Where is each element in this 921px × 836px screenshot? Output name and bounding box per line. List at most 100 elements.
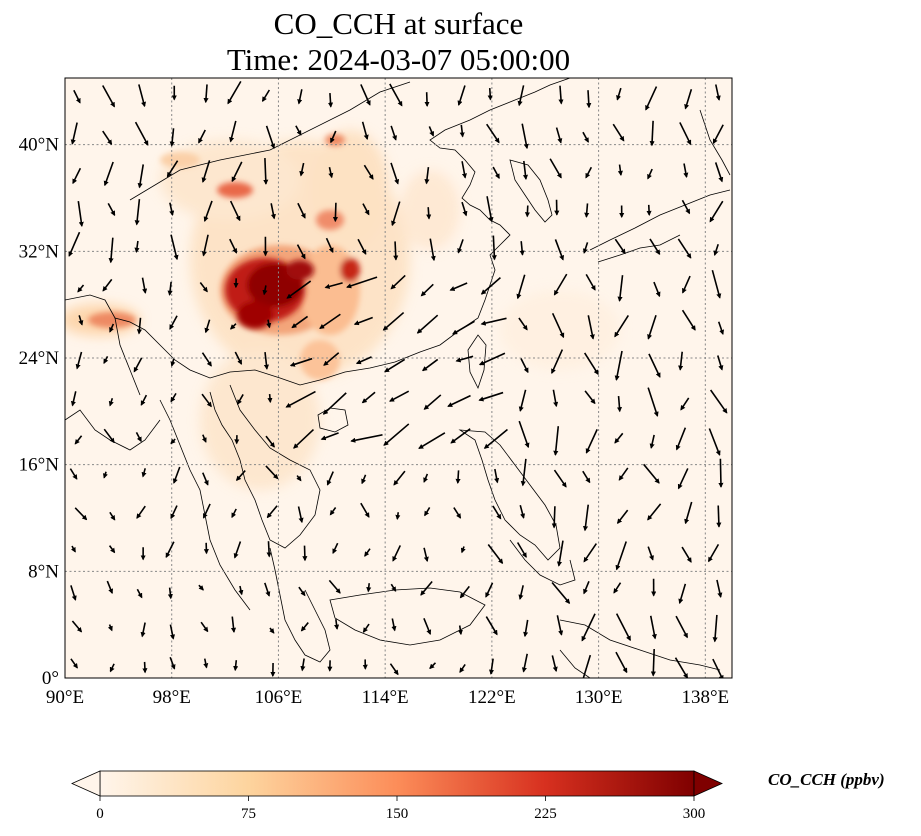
wind-arrow xyxy=(73,89,81,104)
wind-arrow xyxy=(324,282,343,289)
wind-arrow xyxy=(137,164,145,189)
latitude-tick-label: 8°N xyxy=(28,561,59,582)
wind-arrow xyxy=(674,657,689,678)
wind-arrow xyxy=(72,167,82,185)
wind-arrow xyxy=(285,390,316,408)
wind-arrow xyxy=(551,506,557,529)
wind-arrow xyxy=(679,122,692,146)
wind-arrow xyxy=(583,581,590,595)
wind-arrow xyxy=(382,311,405,331)
wind-arrow xyxy=(384,358,406,373)
wind-arrow xyxy=(423,547,429,563)
wind-arrow xyxy=(231,161,243,183)
wind-arrow xyxy=(361,474,367,485)
wind-arrow xyxy=(681,546,692,563)
wind-arrow xyxy=(230,616,237,633)
wind-arrow xyxy=(332,202,338,223)
wind-arrow xyxy=(330,130,337,144)
wind-arrow xyxy=(683,163,689,178)
wind-arrow xyxy=(291,315,309,329)
wind-arrow xyxy=(707,543,720,563)
wind-arrow xyxy=(172,466,181,484)
wind-arrow xyxy=(170,438,176,445)
wind-arrow xyxy=(293,428,315,449)
wind-arrow xyxy=(615,541,627,571)
wind-arrow xyxy=(678,583,687,605)
latitude-tick-label: 40°N xyxy=(19,135,60,156)
wind-arrow xyxy=(263,158,269,185)
wind-arrow xyxy=(71,620,83,633)
longitude-tick-label: 130°E xyxy=(575,687,623,708)
wind-arrow xyxy=(483,428,508,449)
wind-arrow xyxy=(133,357,143,373)
wind-arrow xyxy=(614,350,623,381)
wind-arrow xyxy=(457,239,464,254)
wind-arrow xyxy=(583,352,599,376)
wind-arrow xyxy=(478,391,504,402)
wind-arrow xyxy=(322,392,347,415)
wind-arrow xyxy=(236,394,244,405)
wind-arrow xyxy=(457,625,463,636)
wind-arrow xyxy=(167,281,173,296)
wind-arrow xyxy=(391,618,397,632)
wind-arrow xyxy=(136,505,146,519)
wind-arrow xyxy=(429,238,436,262)
wind-arrow xyxy=(204,319,211,334)
wind-arrow xyxy=(551,312,565,339)
wind-arrow xyxy=(329,507,337,516)
wind-arrow xyxy=(711,269,722,299)
latitude-tick-label: 16°N xyxy=(19,455,60,476)
wind-arrow xyxy=(708,428,721,456)
wind-arrow xyxy=(383,423,410,446)
colorbar-tick-label: 225 xyxy=(534,806,557,822)
wind-arrow xyxy=(391,201,401,227)
wind-arrow xyxy=(169,202,175,216)
wind-arrow xyxy=(103,428,115,444)
wind-arrow xyxy=(233,541,242,559)
wind-arrow xyxy=(140,394,148,406)
wind-arrow xyxy=(615,651,628,674)
wind-arrow xyxy=(420,283,434,297)
wind-arrow xyxy=(649,615,657,640)
colorbar-tick-label: 75 xyxy=(241,806,256,822)
wind-arrow xyxy=(389,663,399,676)
wind-arrow xyxy=(715,84,721,101)
wind-arrow xyxy=(551,655,558,673)
wind-arrow xyxy=(267,393,273,404)
wind-arrow xyxy=(234,351,243,365)
wind-arrow xyxy=(554,239,564,261)
wind-arrow xyxy=(201,234,209,257)
wind-arrow xyxy=(649,120,655,147)
wind-arrow xyxy=(582,504,590,532)
wind-arrow xyxy=(583,543,598,563)
wind-arrow xyxy=(201,352,212,367)
wind-arrow xyxy=(428,126,435,137)
wind-arrow xyxy=(518,389,527,412)
wind-arrow xyxy=(587,315,595,340)
wind-arrow xyxy=(487,88,493,101)
wind-arrow xyxy=(488,658,495,675)
wind-arrow xyxy=(266,319,272,329)
wind-arrow xyxy=(297,506,304,524)
wind-arrow xyxy=(141,277,148,294)
wind-arrow xyxy=(457,85,466,106)
wind-arrow xyxy=(585,166,593,179)
latitude-tick-label: 0° xyxy=(42,668,59,689)
wind-arrow xyxy=(297,89,303,105)
wind-arrow xyxy=(492,505,502,520)
wind-arrow xyxy=(140,622,146,638)
wind-arrow xyxy=(584,390,596,405)
wind-arrow xyxy=(518,585,524,600)
wind-arrow xyxy=(582,131,589,143)
wind-arrow xyxy=(262,285,268,296)
colorbar-extend-min xyxy=(71,770,101,797)
wind-arrow xyxy=(650,648,656,677)
wind-arrow xyxy=(582,242,589,254)
wind-arrow xyxy=(549,158,562,179)
wind-arrow xyxy=(612,123,625,142)
wind-arrow xyxy=(203,658,209,669)
colorbar xyxy=(71,770,723,801)
wind-arrow xyxy=(227,80,242,105)
wind-arrow xyxy=(480,277,501,295)
wind-arrow xyxy=(420,581,433,596)
